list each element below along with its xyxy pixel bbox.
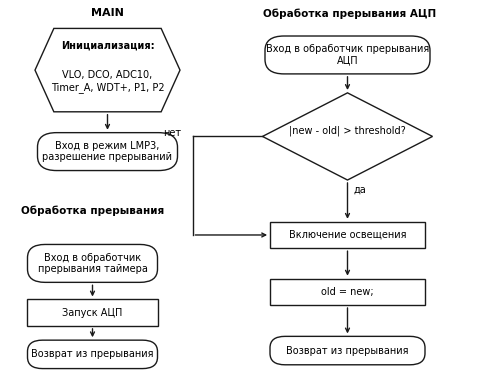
FancyBboxPatch shape: [38, 133, 177, 171]
Polygon shape: [262, 93, 432, 180]
FancyBboxPatch shape: [265, 36, 430, 74]
Text: Запуск АЦП: Запуск АЦП: [62, 308, 122, 318]
Bar: [270, 222, 425, 248]
Text: |new - old| > threshold?: |new - old| > threshold?: [289, 125, 406, 136]
Text: да: да: [354, 185, 366, 194]
Text: old = new;: old = new;: [321, 287, 374, 297]
Text: Вход в обработчик
прерывания таймера: Вход в обработчик прерывания таймера: [38, 253, 148, 274]
Bar: [270, 279, 425, 305]
Text: VLO, DCO, ADC10,
Timer_A, WDT+, P1, P2: VLO, DCO, ADC10, Timer_A, WDT+, P1, P2: [50, 70, 164, 93]
Text: Вход в обработчик прерывания
АЦП: Вход в обработчик прерывания АЦП: [266, 44, 429, 66]
Text: Включение освещения: Включение освещения: [289, 230, 406, 240]
Text: Возврат из прерывания: Возврат из прерывания: [31, 349, 154, 359]
Polygon shape: [35, 28, 180, 112]
Bar: [28, 299, 158, 326]
Text: Обработка прерывания: Обработка прерывания: [21, 205, 164, 216]
Text: Возврат из прерывания: Возврат из прерывания: [286, 346, 409, 356]
FancyBboxPatch shape: [28, 244, 158, 282]
FancyBboxPatch shape: [28, 340, 158, 368]
FancyBboxPatch shape: [270, 337, 425, 365]
Text: MAIN: MAIN: [91, 8, 124, 18]
Text: нет: нет: [164, 128, 182, 138]
Text: Вход в режим LMP3,
разрешение прерываний: Вход в режим LMP3, разрешение прерываний: [42, 141, 172, 162]
Text: Инициализация:: Инициализация:: [60, 41, 154, 50]
Text: Обработка прерывания АЦП: Обработка прерывания АЦП: [264, 8, 436, 19]
